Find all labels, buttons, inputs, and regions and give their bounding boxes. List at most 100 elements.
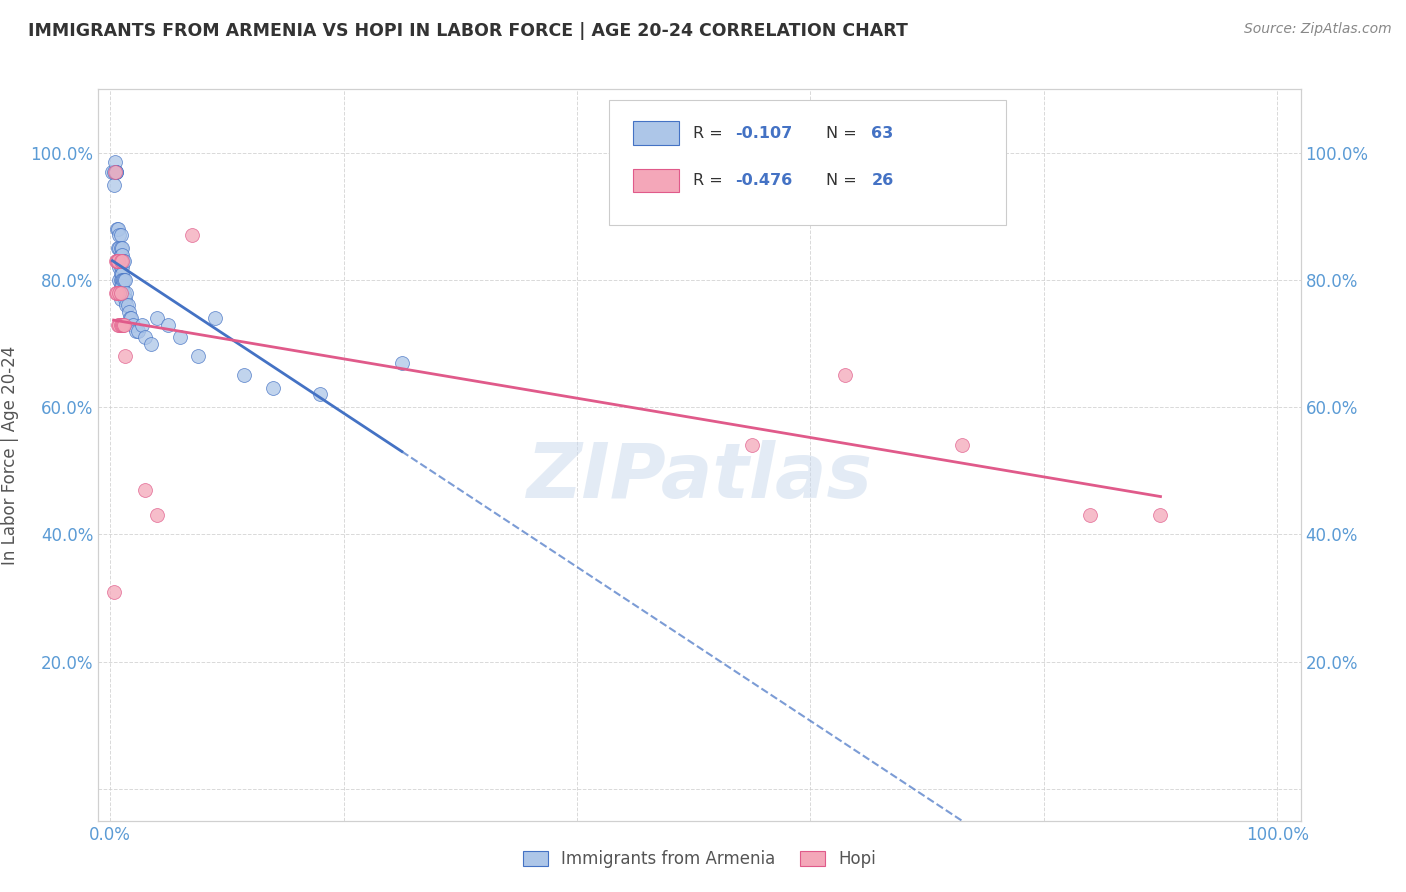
Text: IMMIGRANTS FROM ARMENIA VS HOPI IN LABOR FORCE | AGE 20-24 CORRELATION CHART: IMMIGRANTS FROM ARMENIA VS HOPI IN LABOR… [28,22,908,40]
Point [107,254,129,268]
Point [108,260,131,275]
Point [111,279,134,293]
Point [111,254,134,268]
Point [107,254,129,268]
Point [169,330,191,344]
Point [110,254,132,268]
Point [139,336,162,351]
Point [111,273,134,287]
Point [111,318,134,332]
Text: -0.476: -0.476 [735,173,793,188]
Point [104,155,127,169]
Point [108,254,131,268]
Point [110,241,132,255]
Point [120,311,142,326]
Point [1080,508,1102,523]
Point [112,285,135,300]
Point [111,318,134,332]
Point [111,254,134,268]
Point [204,311,226,326]
Point [114,292,136,306]
Point [103,165,125,179]
Point [111,247,134,261]
Point [111,273,134,287]
Point [111,285,134,300]
Text: R =: R = [693,126,728,141]
Point [110,254,132,268]
Point [1149,508,1171,523]
Point [115,298,138,312]
Point [146,311,169,326]
Point [180,228,202,243]
Point [146,508,169,523]
Text: N =: N = [825,173,862,188]
Legend: Immigrants from Armenia, Hopi: Immigrants from Armenia, Hopi [516,843,883,874]
Point [110,318,132,332]
Point [104,165,127,179]
Point [118,311,141,326]
Point [125,324,148,338]
Point [134,330,156,344]
Point [104,165,127,179]
Point [112,318,135,332]
Point [118,305,141,319]
Point [112,273,135,287]
Point [108,241,131,255]
Point [104,165,127,179]
Point [111,267,134,281]
Point [131,318,153,332]
Point [105,254,128,268]
Text: Source: ZipAtlas.com: Source: ZipAtlas.com [1244,22,1392,37]
Point [950,438,973,452]
Point [114,273,136,287]
Point [110,267,132,281]
Point [110,279,132,293]
Point [122,318,145,332]
Point [110,260,132,275]
Text: ZIPatlas: ZIPatlas [526,440,873,514]
Point [107,318,129,332]
Point [104,285,127,300]
Point [834,368,856,383]
Bar [633,121,679,145]
Point [114,349,136,363]
Bar [633,169,679,193]
FancyBboxPatch shape [609,100,1007,225]
Point [107,222,129,236]
Point [391,356,413,370]
Point [111,260,134,275]
Point [157,318,180,332]
Point [105,222,128,236]
Point [107,241,129,255]
Point [105,254,128,268]
Point [110,285,132,300]
Point [111,241,134,255]
Point [110,247,132,261]
Y-axis label: In Labor Force | Age 20-24: In Labor Force | Age 20-24 [1,345,20,565]
Text: R =: R = [693,173,728,188]
Text: 26: 26 [872,173,894,188]
Point [108,318,131,332]
Point [115,285,138,300]
Point [108,285,131,300]
Point [309,387,332,401]
Point [107,254,129,268]
Point [187,349,209,363]
Point [127,324,149,338]
Point [741,438,763,452]
Point [263,381,285,395]
Point [103,584,125,599]
Point [108,228,131,243]
Text: 63: 63 [872,126,894,141]
Point [134,483,156,497]
Point [110,292,132,306]
Point [117,298,139,312]
Text: N =: N = [825,126,862,141]
Text: -0.107: -0.107 [735,126,793,141]
Point [112,254,135,268]
Point [110,285,132,300]
Point [110,273,132,287]
Point [110,228,132,243]
Point [103,178,125,192]
Point [104,165,127,179]
